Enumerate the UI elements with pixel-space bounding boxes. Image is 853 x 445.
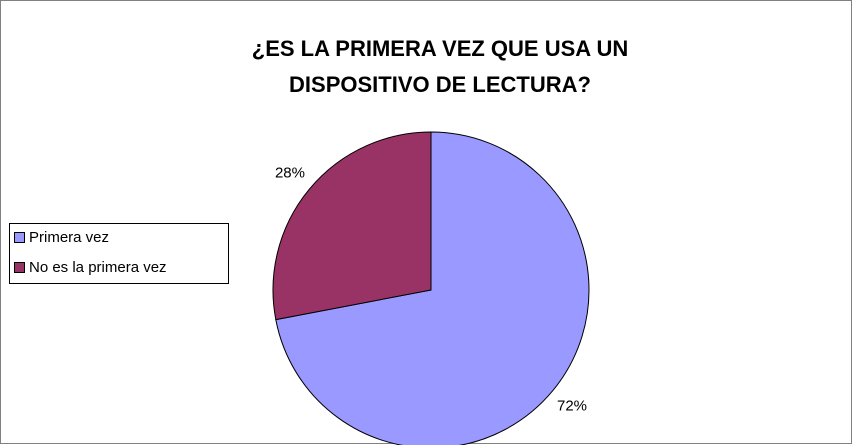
- legend-box: [9, 223, 229, 284]
- data-label: 28%: [275, 164, 305, 181]
- legend-swatch: [14, 232, 25, 243]
- chart-title: DISPOSITIVO DE LECTURA?: [289, 72, 591, 97]
- legend-label: Primera vez: [29, 229, 109, 246]
- chart-title: ¿ES LA PRIMERA VEZ QUE USA UN: [252, 36, 628, 61]
- pie-slice: [275, 131, 590, 445]
- pie-slice: [272, 131, 432, 321]
- legend-label: No es la primera vez: [29, 259, 167, 276]
- legend-swatch: [14, 262, 25, 273]
- data-label: 72%: [557, 398, 587, 415]
